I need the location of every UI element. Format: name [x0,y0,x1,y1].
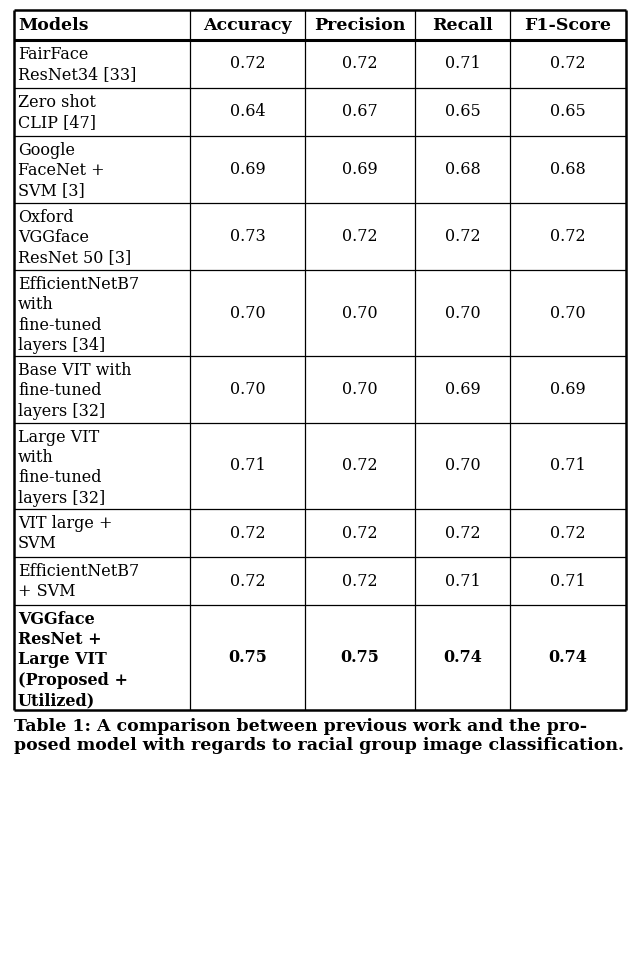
Text: 0.75: 0.75 [340,649,380,666]
Text: VGGface
ResNet +
Large VIT
(Proposed +
Utilized): VGGface ResNet + Large VIT (Proposed + U… [18,611,128,709]
Text: 0.74: 0.74 [443,649,482,666]
Text: 0.69: 0.69 [342,161,378,178]
Text: 0.70: 0.70 [342,381,378,398]
Text: 0.72: 0.72 [230,525,266,541]
Text: 0.71: 0.71 [445,55,481,73]
Text: 0.70: 0.70 [445,458,480,474]
Text: 0.72: 0.72 [550,55,586,73]
Text: 0.70: 0.70 [230,305,266,321]
Text: 0.72: 0.72 [342,458,378,474]
Text: FairFace
ResNet34 [33]: FairFace ResNet34 [33] [18,46,136,83]
Text: 0.72: 0.72 [445,228,480,245]
Text: 0.70: 0.70 [445,305,480,321]
Text: 0.70: 0.70 [342,305,378,321]
Text: 0.72: 0.72 [342,572,378,590]
Text: 0.69: 0.69 [445,381,481,398]
Text: 0.72: 0.72 [550,228,586,245]
Text: 0.68: 0.68 [445,161,481,178]
Text: 0.71: 0.71 [445,572,481,590]
Text: 0.64: 0.64 [230,104,266,120]
Text: 0.71: 0.71 [550,572,586,590]
Text: Recall: Recall [432,16,493,34]
Text: Accuracy: Accuracy [203,16,292,34]
Text: 0.72: 0.72 [342,228,378,245]
Text: 0.72: 0.72 [342,525,378,541]
Text: Google
FaceNet +
SVM [3]: Google FaceNet + SVM [3] [18,142,104,199]
Text: 0.69: 0.69 [550,381,586,398]
Text: posed model with regards to racial group image classification.: posed model with regards to racial group… [14,738,624,754]
Text: 0.73: 0.73 [230,228,266,245]
Text: 0.70: 0.70 [230,381,266,398]
Text: 0.65: 0.65 [445,104,481,120]
Text: Oxford
VGGface
ResNet 50 [3]: Oxford VGGface ResNet 50 [3] [18,209,131,266]
Text: 0.71: 0.71 [550,458,586,474]
Text: EfficientNetB7
with
fine-tuned
layers [34]: EfficientNetB7 with fine-tuned layers [3… [18,276,140,353]
Text: Base VIT with
fine-tuned
layers [32]: Base VIT with fine-tuned layers [32] [18,362,131,419]
Text: 0.75: 0.75 [228,649,267,666]
Text: 0.72: 0.72 [230,572,266,590]
Text: Models: Models [18,16,88,34]
Text: 0.69: 0.69 [230,161,266,178]
Text: 0.65: 0.65 [550,104,586,120]
Text: 0.72: 0.72 [550,525,586,541]
Text: Large VIT
with
fine-tuned
layers [32]: Large VIT with fine-tuned layers [32] [18,429,105,507]
Text: Precision: Precision [314,16,406,34]
Text: Zero shot
CLIP [47]: Zero shot CLIP [47] [18,94,96,132]
Text: 0.67: 0.67 [342,104,378,120]
Text: 0.68: 0.68 [550,161,586,178]
Text: 0.74: 0.74 [548,649,588,666]
Text: 0.71: 0.71 [230,458,266,474]
Text: 0.70: 0.70 [550,305,586,321]
Text: Table 1: A comparison between previous work and the pro-: Table 1: A comparison between previous w… [14,718,587,735]
Text: 0.72: 0.72 [342,55,378,73]
Text: VIT large +
SVM: VIT large + SVM [18,515,113,553]
Text: 0.72: 0.72 [230,55,266,73]
Text: EfficientNetB7
+ SVM: EfficientNetB7 + SVM [18,563,140,600]
Text: 0.72: 0.72 [445,525,480,541]
Text: F1-Score: F1-Score [525,16,611,34]
